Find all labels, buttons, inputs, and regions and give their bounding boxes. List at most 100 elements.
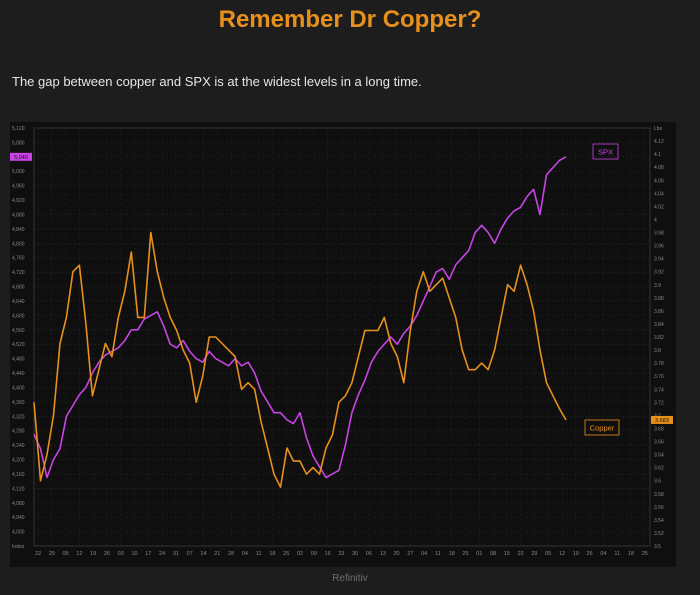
left-tick-label: 4,200 [12,458,25,464]
left-axis: 5,120 5,080 5,040 5,000 4,960 4,920 4,880 4,840… [12,126,25,550]
right-tick-label: 3.6 [654,479,661,485]
x-tick-label: 26 [104,551,110,557]
x-tick-label: 01 [476,551,482,557]
x-tick-label: 31 [173,551,179,557]
chart-subtitle: The gap between copper and SPX is at the… [12,74,422,89]
left-tick-label: 4,120 [12,486,25,492]
left-tick-label: 4,800 [12,241,25,247]
x-tick-label: 04 [600,551,606,557]
right-tick-label: 3.84 [654,322,664,328]
left-tick-label: 4,360 [12,400,25,406]
x-tick-label: 05 [63,551,69,557]
x-tick-label: 23 [338,551,344,557]
right-tick-label: 3.66 [654,440,664,446]
x-tick-label: 18 [628,551,634,557]
x-tick-label: 05 [545,551,551,557]
left-tick-label: Index [12,544,25,550]
x-tick-label: 14 [200,551,206,557]
left-tick-label: 4,960 [12,184,25,190]
right-tick-label: 3.86 [654,309,664,315]
x-tick-label: 18 [269,551,275,557]
right-tick-label: Lbs [654,126,663,132]
x-tick-label: 19 [573,551,579,557]
copper-series-label: Copper [590,424,615,433]
x-axis: 22 29 05 12 19 26 03 10 17 24 31 07 14 21 28 04 11 18 25 02… [35,551,648,557]
x-tick-label: 16 [325,551,331,557]
left-tick-label: 4,480 [12,357,25,363]
series-lines [33,156,567,489]
series-labels: SPX 5,040 Copper 3.683 [10,143,673,436]
source-footer: Refinitiv [332,573,368,584]
right-tick-label: 3.8 [654,348,661,354]
right-tick-label: 3.54 [654,518,664,524]
spx-last-value-badge [10,152,32,161]
right-tick-label: 3.94 [654,257,664,263]
left-tick-label: 4,000 [12,530,25,536]
left-tick-label: 4,440 [12,371,25,377]
copper-label-box [584,419,620,436]
x-tick-label: 25 [642,551,648,557]
right-tick-label: 4.08 [654,165,664,171]
x-tick-label: 25 [462,551,468,557]
x-tick-label: 30 [352,551,358,557]
right-tick-label: 3.82 [654,335,664,341]
right-tick-label: 3.92 [654,270,664,276]
x-tick-label: 02 [297,551,303,557]
x-tick-label: 29 [531,551,537,557]
right-tick-label: 3.64 [654,453,664,459]
x-tick-label: 24 [159,551,165,557]
right-tick-label: 4.04 [654,191,664,197]
x-tick-label: 28 [228,551,234,557]
right-tick-label: 3.68 [654,426,664,432]
right-tick-label: 4.12 [654,139,664,145]
x-tick-label: 12 [559,551,565,557]
right-tick-label: 3.96 [654,244,664,250]
left-tick-label: 4,680 [12,285,25,291]
x-tick-label: 19 [90,551,96,557]
x-tick-label: 22 [35,551,41,557]
x-tick-label: 27 [407,551,413,557]
right-axis: Lbs 4.12 4.1 4.08 4.06 4.04 4.02 4 3.98 3.96 3.94 3… [654,126,664,550]
chart-area: 5,120 5,080 5,040 5,000 4,960 4,920 4,880 4,840… [10,122,676,567]
right-tick-label: 3.9 [654,283,661,289]
x-tick-label: 22 [518,551,524,557]
right-tick-label: 3.56 [654,505,664,511]
copper-last-value-badge [651,415,673,424]
copper-series-line [33,231,567,489]
left-tick-label: 4,640 [12,299,25,305]
left-tick-label: 4,920 [12,198,25,204]
left-tick-label: 4,320 [12,414,25,420]
right-tick-label: 3.58 [654,492,664,498]
right-tick-label: 4.06 [654,178,664,184]
x-tick-label: 18 [449,551,455,557]
copper-last-value: 3.683 [655,418,669,424]
right-tick-label: 3.62 [654,466,664,472]
right-tick-label: 3.52 [654,531,664,537]
x-tick-label: 09 [311,551,317,557]
x-tick-label: 13 [380,551,386,557]
x-tick-label: 12 [76,551,82,557]
left-tick-label: 4,520 [12,342,25,348]
right-tick-label: 3.72 [654,400,664,406]
left-tick-label: 4,040 [12,515,25,521]
left-tick-label: 4,080 [12,501,25,507]
x-tick-label: 04 [421,551,427,557]
right-tick-label: 3.88 [654,296,664,302]
left-tick-label: 4,880 [12,212,25,218]
spx-series-line [33,156,567,479]
x-tick-label: 29 [49,551,55,557]
right-tick-label: 3.5 [654,544,661,550]
left-tick-label: 5,000 [12,169,25,175]
right-tick-label: 3.78 [654,361,664,367]
left-tick-label: 4,160 [12,472,25,478]
left-tick-label: 4,840 [12,227,25,233]
left-tick-label: 4,240 [12,443,25,449]
x-tick-label: 17 [145,551,151,557]
x-tick-label: 20 [393,551,399,557]
right-tick-label: 4.02 [654,204,664,210]
left-tick-label: 4,760 [12,256,25,262]
x-tick-label: 07 [187,551,193,557]
x-tick-label: 15 [504,551,510,557]
x-tick-label: 25 [283,551,289,557]
left-tick-label: 4,600 [12,313,25,319]
